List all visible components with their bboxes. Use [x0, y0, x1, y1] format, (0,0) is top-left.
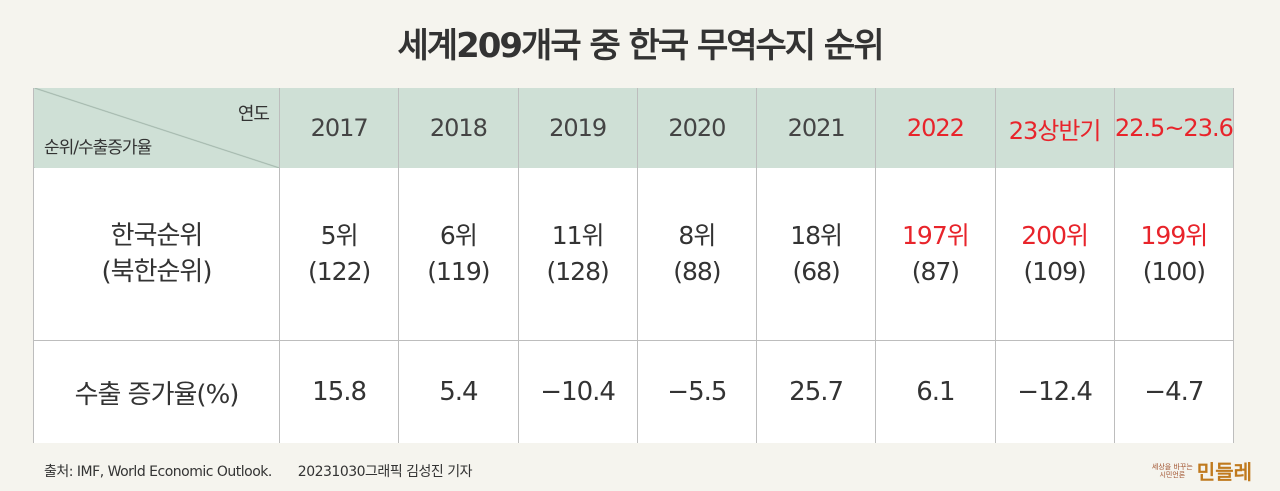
row-label-line: 한국순위 — [110, 221, 204, 251]
north-korea-rank: (122) — [308, 257, 371, 286]
year-header-cell: 2020 — [636, 88, 758, 168]
page-title: 세계209개국 중 한국 무역수지 순위 — [397, 26, 885, 66]
north-korea-rank: (100) — [1142, 257, 1206, 286]
export-growth-cell: 15.8 — [278, 340, 400, 443]
trade-balance-ranking-table: 연도 순위/수출증가율 2017 2018 2019 2020 2021 202… — [33, 88, 1235, 443]
publisher-logo: 세상을 바꾸는 시민언론 민들레 — [1152, 456, 1252, 485]
export-growth-cell: −5.5 — [636, 340, 758, 443]
table-row: 수출 증가율(%) 15.8 5.4 −10.4 −5.5 25.7 6.1 −… — [33, 340, 1235, 443]
export-growth-cell: −12.4 — [994, 340, 1115, 443]
year-header-cell: 23상반기 — [994, 88, 1115, 168]
export-growth-cell: −10.4 — [517, 340, 638, 443]
rank-cell: 8위 (88) — [636, 168, 758, 341]
korea-rank: 200위 — [1021, 221, 1089, 250]
year-header-cell: 2019 — [517, 88, 638, 168]
year-header-cell: 2018 — [398, 88, 519, 168]
korea-rank: 18위 — [790, 221, 843, 250]
korea-rank: 197위 — [902, 221, 970, 250]
north-korea-rank: (109) — [1023, 257, 1087, 286]
north-korea-rank: (88) — [673, 257, 721, 286]
row-label-export-growth: 수출 증가율(%) — [33, 340, 280, 443]
rank-cell: 197위 (87) — [875, 168, 996, 341]
logo-wordmark: 민들레 — [1196, 460, 1252, 484]
north-korea-rank: (68) — [792, 257, 840, 286]
corner-header-cell: 연도 순위/수출증가율 — [33, 88, 280, 168]
korea-rank: 11위 — [551, 221, 605, 250]
rank-cell: 6위 (119) — [398, 168, 519, 341]
year-header-cell: 2021 — [755, 88, 877, 168]
rank-cell: 200위 (109) — [994, 168, 1115, 341]
corner-header-metric-label: 순위/수출증가율 — [44, 138, 152, 158]
export-growth-cell: 25.7 — [755, 340, 877, 443]
korea-rank: 5위 — [320, 221, 359, 250]
logo-tagline-line: 시민언론 — [1159, 470, 1186, 479]
year-header-cell: 2017 — [278, 88, 400, 168]
row-label-rank: 한국순위 (북한순위) — [33, 168, 280, 341]
north-korea-rank: (87) — [911, 257, 960, 286]
row-label-line: (북한순위) — [101, 257, 213, 287]
korea-rank: 6위 — [439, 221, 478, 250]
logo-tagline: 세상을 바꾸는 시민언론 — [1152, 463, 1193, 479]
header-row: 연도 순위/수출증가율 2017 2018 2019 2020 2021 202… — [33, 88, 1235, 168]
export-growth-cell: 5.4 — [398, 340, 519, 443]
graphic-credit: 20231030그래픽 김성진 기자 — [297, 464, 473, 480]
north-korea-rank: (128) — [546, 257, 610, 286]
table-row: 한국순위 (북한순위) 5위 (122) 6위 (119) 11위 (128) 8위 (… — [33, 168, 1235, 341]
footer: 출처: IMF, World Economic Outlook. 2023103… — [44, 461, 473, 481]
korea-rank: 199위 — [1140, 221, 1209, 250]
year-header-cell: 22.5~23.6 — [1113, 88, 1235, 168]
logo-tagline-line: 세상을 바꾸는 — [1151, 462, 1193, 471]
rank-cell: 199위 (100) — [1113, 168, 1235, 341]
year-header-cell: 2022 — [875, 88, 996, 168]
source-note: 출처: IMF, World Economic Outlook. — [44, 464, 272, 480]
rank-cell: 5위 (122) — [278, 168, 400, 341]
corner-header-year-label: 연도 — [237, 104, 270, 125]
korea-rank: 8위 — [678, 221, 716, 250]
export-growth-cell: −4.7 — [1113, 340, 1235, 443]
rank-cell: 18위 (68) — [755, 168, 877, 341]
export-growth-cell: 6.1 — [875, 340, 996, 443]
north-korea-rank: (119) — [427, 257, 490, 286]
rank-cell: 11위 (128) — [517, 168, 638, 341]
